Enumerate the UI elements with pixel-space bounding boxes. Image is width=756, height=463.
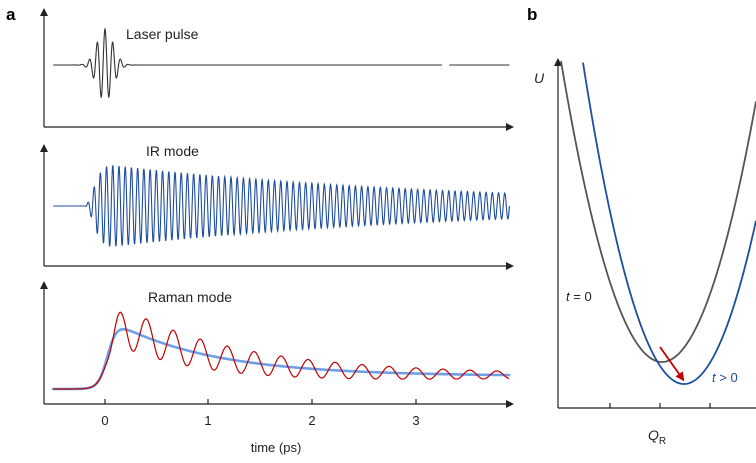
x-tick-label-0: 0 xyxy=(101,413,108,428)
x-axis-label: time (ps) xyxy=(251,440,302,455)
t1-label-rest: > 0 xyxy=(716,370,738,385)
potential-x-label: QR xyxy=(648,427,666,447)
laser-pulse-trace xyxy=(53,27,510,99)
potential-y-label: U xyxy=(534,70,545,86)
laser-pulse-subplot: Laser pulse xyxy=(40,8,514,131)
potential-panel: U QR t = 0 t > 0 xyxy=(534,58,756,447)
t1-label-var: t xyxy=(712,370,717,385)
potential-curve-t-positive xyxy=(582,62,756,385)
ir-mode-subplot: IR mode xyxy=(40,143,514,270)
raman-envelope-trace xyxy=(51,328,511,391)
raman-mode-title: Raman mode xyxy=(148,289,232,305)
t0-label: t = 0 xyxy=(566,289,592,304)
q-subscript: R xyxy=(659,436,666,447)
panel-b-label: b xyxy=(527,5,537,24)
t0-label-var: t xyxy=(566,289,571,304)
minimum-shift-arrow xyxy=(659,346,685,382)
t0-label-rest: = 0 xyxy=(570,289,592,304)
q-symbol: Q xyxy=(648,427,659,443)
raman-mode-trace xyxy=(53,311,510,390)
ir-mode-trace xyxy=(53,165,510,247)
laser-pulse-title: Laser pulse xyxy=(126,26,199,42)
x-tick-label-2: 2 xyxy=(308,413,315,428)
ir-mode-title: IR mode xyxy=(146,143,199,159)
x-tick-label-3: 3 xyxy=(412,413,419,428)
potential-curve-t0 xyxy=(560,60,756,363)
panel-a-label: a xyxy=(6,5,16,24)
raman-mode-subplot: Raman mode 0 1 2 3 time (ps) xyxy=(40,281,514,455)
t-positive-label: t > 0 xyxy=(712,370,738,385)
x-tick-label-1: 1 xyxy=(204,413,211,428)
